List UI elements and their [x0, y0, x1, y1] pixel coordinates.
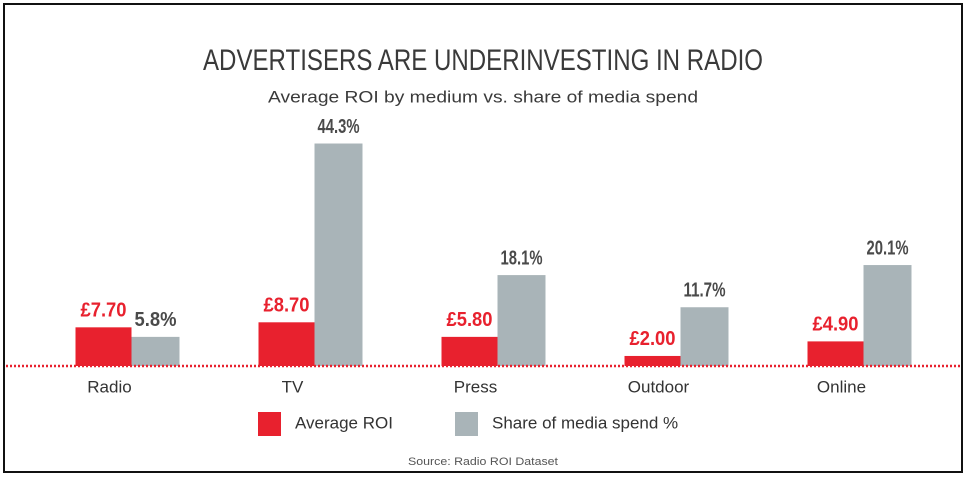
data-label: 44.3%: [318, 116, 360, 138]
bar: [497, 275, 546, 366]
legend-label: Share of media spend %: [492, 413, 678, 432]
bar: [624, 355, 681, 366]
source: Source: Radio ROI Dataset: [408, 456, 558, 468]
data-label: £2.00: [630, 328, 676, 350]
data-label: £5.80: [447, 309, 493, 331]
chart-title: ADVERTISERS ARE UNDERINVESTING IN RADIO: [203, 44, 763, 77]
x-tick-label: Outdoor: [628, 377, 690, 396]
chart-subtitle: Average ROI by medium vs. share of media…: [268, 87, 698, 106]
data-label: 5.8%: [135, 309, 177, 331]
bar: [807, 341, 864, 366]
x-tick-label: Online: [817, 377, 866, 396]
data-label: 20.1%: [867, 237, 909, 259]
bar: [863, 265, 912, 366]
x-tick-label: Radio: [87, 377, 131, 396]
data-label: 18.1%: [501, 247, 543, 269]
bar: [441, 336, 498, 366]
legend-swatch: [455, 412, 478, 436]
bar: [680, 307, 729, 366]
bar: [314, 143, 363, 366]
legend-swatch: [258, 412, 281, 436]
x-tick-label: Press: [454, 377, 497, 396]
bar: [75, 327, 132, 366]
data-label: £8.70: [264, 295, 310, 317]
data-label: £4.90: [813, 314, 859, 336]
frame: [3, 3, 963, 473]
data-label: 11.7%: [684, 280, 726, 302]
bar: [131, 336, 180, 366]
data-label: £7.70: [81, 300, 127, 322]
x-tick-label: TV: [282, 377, 304, 396]
bar: [258, 322, 315, 366]
legend-label: Average ROI: [295, 413, 393, 432]
